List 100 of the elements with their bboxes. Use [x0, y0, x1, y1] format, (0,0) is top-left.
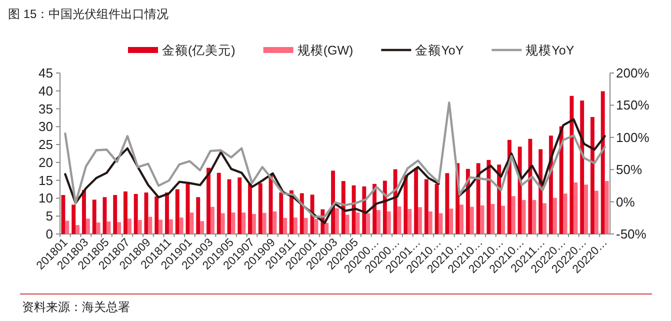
bar	[248, 184, 252, 234]
bar	[283, 218, 288, 234]
y-tick-label: 15	[38, 172, 53, 188]
bar	[590, 117, 594, 234]
bar	[490, 204, 495, 234]
bar	[258, 183, 262, 234]
bar	[404, 174, 408, 234]
y-tick-label: 40	[38, 83, 53, 98]
bar	[314, 218, 318, 234]
bar	[134, 194, 138, 234]
bar	[414, 168, 418, 234]
bar	[216, 172, 221, 234]
bar	[290, 190, 294, 234]
bar	[580, 100, 584, 234]
bar	[511, 196, 516, 234]
bar	[434, 184, 439, 234]
y-tick-label: 20	[38, 154, 53, 170]
bar	[293, 218, 298, 234]
bar	[148, 216, 152, 234]
bar	[127, 218, 132, 234]
bar	[362, 186, 366, 234]
bar	[352, 185, 356, 234]
bar	[366, 213, 370, 234]
bar	[242, 212, 246, 234]
y2-tick-label: 100%	[616, 130, 650, 145]
y-tick-label: 0	[46, 226, 53, 242]
bar	[528, 138, 532, 234]
bar	[124, 191, 128, 234]
bar	[335, 208, 339, 234]
bar	[341, 181, 346, 234]
y-tick-label: 45	[38, 66, 53, 80]
y-tick-label: 25	[38, 137, 53, 152]
bar	[449, 208, 454, 234]
bar	[86, 218, 90, 234]
y2-tick-label: 50%	[616, 162, 642, 178]
bar	[113, 195, 118, 234]
bar	[486, 160, 491, 234]
bar	[65, 220, 70, 234]
bar	[82, 190, 86, 234]
bar	[470, 206, 474, 234]
bar	[158, 220, 163, 234]
bar	[376, 210, 380, 234]
legend-label: 规模YoY	[526, 44, 575, 58]
bar	[190, 212, 194, 234]
bar	[393, 169, 398, 234]
bar	[324, 222, 329, 234]
y2-tick-label: 150%	[616, 98, 650, 113]
bar	[386, 211, 391, 234]
bar	[252, 214, 256, 234]
chart-title: 图 15：中国光伏组件出口情况	[8, 7, 169, 21]
bar	[594, 190, 598, 234]
bar	[408, 208, 412, 234]
y-tick-label: 30	[38, 119, 53, 134]
bar	[272, 211, 277, 234]
bar	[300, 193, 304, 234]
legend-label: 金额YoY	[415, 44, 464, 58]
bar	[532, 200, 536, 234]
bar	[460, 204, 464, 234]
bar	[262, 212, 266, 234]
bar	[238, 177, 242, 234]
bar	[542, 203, 546, 234]
bar	[231, 212, 236, 234]
bar	[117, 222, 122, 234]
text: 资料来源：海关总署	[22, 300, 130, 314]
bar	[61, 195, 66, 234]
bar	[570, 96, 574, 234]
y-tick-label: 10	[38, 190, 53, 206]
bar	[200, 221, 204, 234]
bar	[345, 214, 350, 234]
bar	[154, 196, 159, 234]
bar	[138, 220, 142, 234]
bar	[604, 181, 609, 234]
bar	[445, 173, 450, 234]
bar	[168, 219, 173, 234]
bar	[76, 225, 80, 234]
bar	[304, 218, 308, 234]
bar	[600, 91, 605, 234]
bar	[501, 206, 505, 234]
bar	[574, 182, 578, 234]
bar	[418, 207, 422, 234]
bar	[497, 164, 502, 234]
bar	[584, 184, 588, 234]
bar	[220, 213, 225, 234]
bar	[196, 197, 200, 234]
bar	[279, 192, 284, 234]
y-tick-label: 5	[46, 208, 53, 224]
y2-tick-label: 200%	[616, 66, 650, 80]
bar	[106, 221, 111, 234]
bar	[210, 206, 214, 234]
bar	[179, 218, 184, 234]
bar	[424, 179, 428, 234]
bar	[72, 204, 76, 234]
y-tick-label: 35	[38, 101, 53, 116]
bar	[206, 168, 210, 234]
bar	[538, 149, 543, 234]
bar	[175, 189, 180, 234]
bar	[552, 198, 557, 234]
legend-label: 规模(GW)	[297, 44, 354, 58]
bar	[92, 200, 96, 234]
y2-tick-label: -50%	[616, 226, 647, 242]
